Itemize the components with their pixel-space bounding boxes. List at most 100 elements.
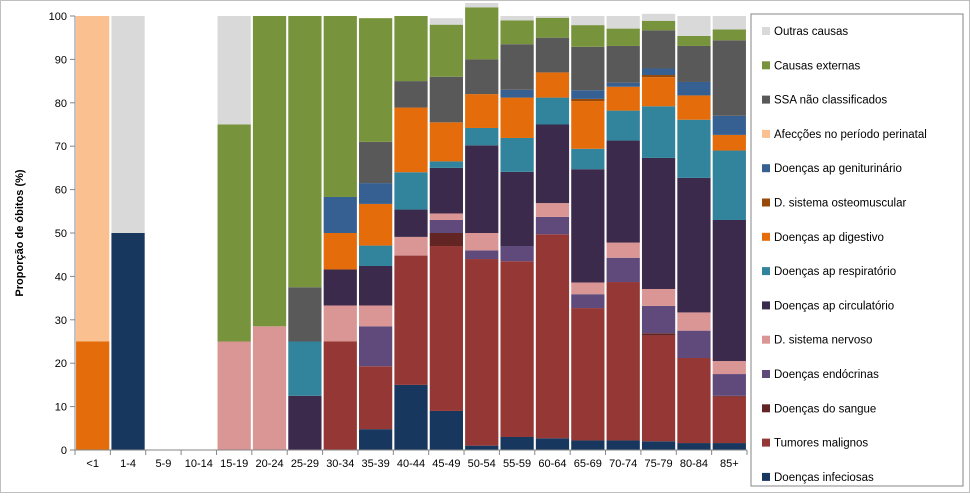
bars-group: [76, 2, 746, 450]
y-tick-label: 30: [55, 315, 67, 327]
y-tick-label: 0: [61, 445, 67, 457]
bar-segment-0-9: [394, 384, 428, 450]
y-tick-label: 100: [49, 11, 67, 23]
bar-segment-6-11: [465, 127, 499, 146]
bar-segment-7-11: [465, 94, 499, 128]
bar-segment-4-13: [535, 203, 570, 217]
bar-segment-7-16: [641, 77, 676, 107]
bar-segment-13-13: [535, 16, 570, 18]
legend-swatch: [762, 301, 770, 310]
bar-segment-8-16: [641, 75, 676, 78]
bar-segment-4-5: [252, 326, 287, 450]
bar-segment-6-18: [712, 150, 746, 220]
bar-segment-8-14: [571, 98, 605, 102]
bar-segment-12-6: [288, 16, 322, 288]
bar-segment-5-17: [677, 177, 711, 313]
legend-item-label: Doenças ap circulatório: [774, 300, 894, 312]
legend-item-label: Afecções no período perinatal: [774, 129, 927, 141]
bar-segment-4-7: [323, 305, 357, 342]
bar-segment-9-17: [677, 81, 711, 96]
x-tick-label: 85+: [720, 458, 739, 470]
y-tick-label: 40: [55, 271, 67, 283]
y-tick-label: 60: [55, 185, 67, 197]
legend-swatch: [762, 472, 770, 481]
legend-item-label: SSA não classificados: [774, 95, 887, 107]
legend-item-label: Causas externas: [774, 60, 861, 72]
bar-segment-3-17: [677, 330, 711, 358]
bar-segment-1-14: [571, 308, 605, 441]
bar-segment-1-13: [535, 234, 570, 439]
bar-segment-3-10: [429, 219, 463, 233]
bar-segment-2-10: [429, 233, 463, 247]
y-tick-label: 90: [55, 54, 67, 66]
bar-segment-1-17: [677, 357, 711, 444]
x-tick-label: 35-39: [362, 458, 390, 470]
bar-segment-6-16: [641, 106, 676, 158]
bar-segment-1-11: [465, 259, 499, 446]
bar-segment-0-10: [429, 410, 463, 450]
bar-segment-13-16: [641, 13, 676, 21]
x-tick-label: 1-4: [120, 458, 136, 470]
legend-swatch: [762, 232, 770, 241]
bar-segment-0-8: [359, 429, 393, 450]
x-tick-label: 10-14: [185, 458, 213, 470]
bar-segment-13-11: [465, 2, 499, 8]
y-tick-label: 20: [55, 358, 67, 370]
bar-segment-12-8: [359, 18, 393, 142]
x-tick-label: 5-9: [155, 458, 171, 470]
bar-segment-3-12: [500, 246, 534, 262]
bar-segment-4-18: [712, 361, 746, 375]
bar-segment-6-10: [429, 161, 463, 168]
y-tick-label: 70: [55, 141, 67, 153]
legend-item-label: D. sistema nervoso: [774, 335, 872, 347]
bar-segment-0-13: [535, 438, 570, 450]
bar-segment-7-15: [606, 86, 640, 111]
bar-segment-5-13: [535, 124, 570, 204]
bar-segment-11-16: [641, 30, 676, 69]
bar-segment-12-5: [252, 16, 287, 327]
bar-segment-6-6: [288, 341, 322, 396]
bar-segment-5-10: [429, 167, 463, 214]
legend-swatch: [762, 164, 770, 173]
bar-segment-4-10: [429, 213, 463, 220]
legend-item-label: Doenças infeciosas: [774, 472, 874, 484]
x-tick-label: 15-19: [220, 458, 248, 470]
bar-segment-7-9: [394, 107, 428, 173]
bar-segment-13-1: [111, 16, 145, 233]
bar-segment-13-12: [500, 16, 534, 21]
y-tick-label: 80: [55, 98, 67, 110]
bar-segment-5-12: [500, 171, 534, 247]
bar-segment-3-16: [641, 305, 676, 334]
bar-segment-0-11: [465, 445, 499, 450]
bar-segment-0-16: [641, 441, 676, 450]
legend-item-label: Doenças endócrinas: [774, 369, 879, 381]
bar-segment-11-14: [571, 46, 605, 91]
legend-swatch: [762, 27, 770, 35]
bar-segment-3-18: [712, 374, 746, 396]
x-tick-label: 55-59: [503, 458, 531, 470]
bar-segment-5-7: [323, 269, 357, 306]
legend-swatch: [762, 267, 770, 276]
bar-segment-4-17: [677, 312, 711, 331]
legend-swatch: [762, 370, 770, 378]
legend-item-label: Tumores malignos: [774, 438, 868, 450]
bar-segment-1-8: [359, 366, 393, 430]
bar-segment-12-9: [394, 16, 428, 82]
bar-segment-6-13: [535, 97, 570, 125]
x-tick-label: 40-44: [397, 458, 425, 470]
x-tick-label: 50-54: [468, 458, 496, 470]
y-axis-label: Proporção de óbitos (%): [14, 169, 26, 296]
bar-segment-1-15: [606, 282, 640, 441]
bar-segment-2-16: [641, 333, 676, 336]
bar-segment-4-4: [217, 341, 251, 450]
bar-segment-1-7: [323, 341, 357, 450]
bar-segment-9-7: [323, 196, 357, 233]
legend-item-label: Doenças ap respiratório: [774, 266, 896, 278]
legend-swatch: [762, 95, 770, 104]
bar-segment-1-10: [429, 246, 463, 411]
bar-segment-5-14: [571, 169, 605, 283]
bar-segment-7-0: [76, 341, 110, 450]
bar-segment-3-14: [571, 294, 605, 309]
bar-segment-5-18: [712, 219, 746, 362]
